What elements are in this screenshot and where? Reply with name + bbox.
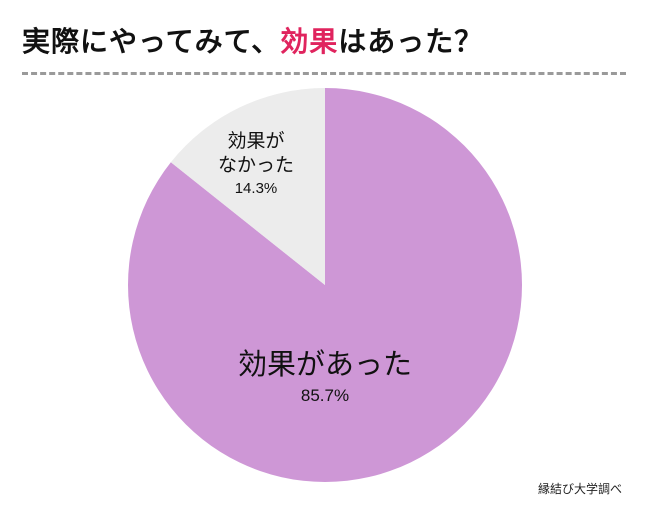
pie-slice-1 bbox=[170, 88, 325, 285]
title-highlight: 効果 bbox=[280, 25, 339, 58]
title-divider bbox=[22, 72, 626, 75]
slice-label-0-line-0: 効果があった bbox=[238, 347, 412, 381]
title-suffix: はあった？ bbox=[338, 25, 484, 58]
chart-title: 実際にやってみて、効果はあった？ bbox=[22, 20, 483, 60]
slice-label-1-line-0: 効果が bbox=[227, 130, 284, 152]
slice-percent-0: 85.7% bbox=[301, 386, 349, 405]
pie-slices bbox=[128, 88, 523, 482]
source-note: 縁結び大学調べ bbox=[537, 482, 622, 496]
pie-slice-0 bbox=[128, 88, 523, 482]
slice-percent-1: 14.3% bbox=[235, 180, 278, 197]
slice-label-1-line-1: なかった bbox=[218, 154, 294, 176]
title-prefix: 実際にやってみて、 bbox=[22, 25, 281, 58]
